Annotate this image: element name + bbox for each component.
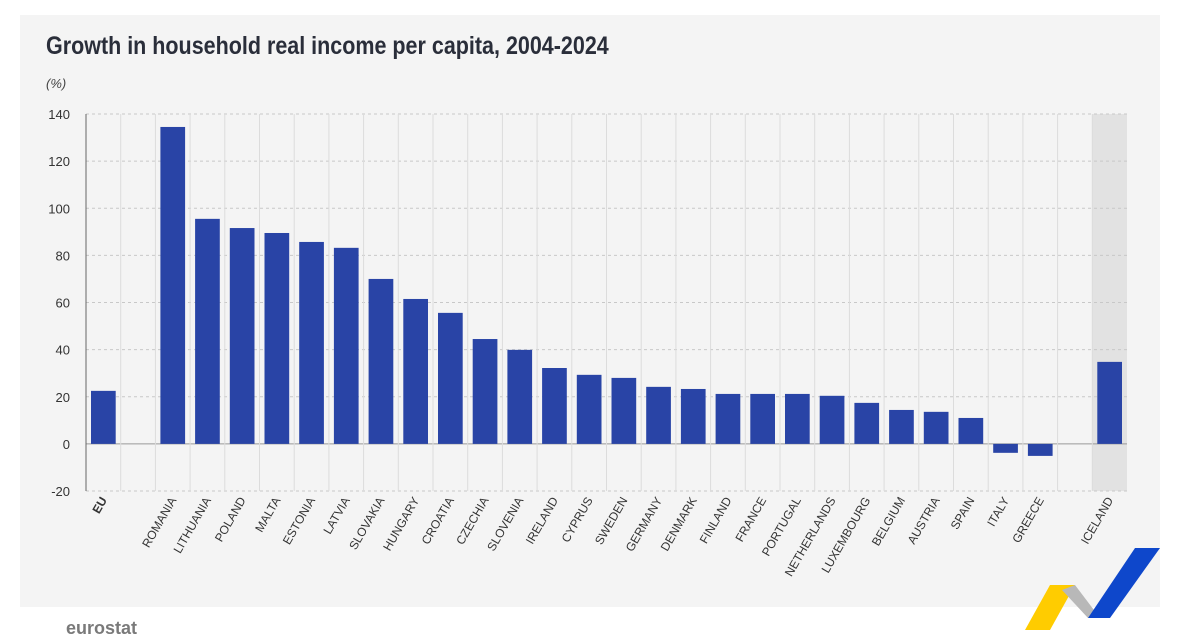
logo-stripe-yellow	[1025, 585, 1075, 630]
y-tick-label: 140	[48, 107, 70, 122]
x-tick-label: ITALY	[984, 495, 1012, 529]
logo-stripe-gray	[1062, 585, 1100, 618]
y-tick-label: 100	[48, 201, 70, 216]
bar-slovenia	[507, 349, 533, 444]
bar-cyprus	[576, 374, 602, 444]
x-tick-label: CZECHIA	[453, 495, 491, 548]
x-tick-label: AUSTRIA	[905, 495, 943, 547]
eurostat-logo: eurostat	[66, 618, 138, 638]
bar-croatia	[438, 312, 463, 444]
bar-ireland	[542, 368, 567, 444]
bar-latvia	[333, 247, 359, 444]
x-tick-label: HUNGARY	[380, 495, 422, 554]
bar-finland	[715, 393, 741, 444]
x-tick-label: ROMANIA	[139, 495, 179, 551]
y-tick-label: 20	[56, 390, 70, 405]
x-tick-label: IRELAND	[523, 494, 561, 546]
x-tick-label: MALTA	[252, 495, 283, 535]
x-tick-label: FRANCE	[732, 495, 769, 545]
y-tick-label: 120	[48, 154, 70, 169]
y-tick-label: -20	[51, 484, 70, 499]
bar-hungary	[403, 298, 428, 444]
bar-luxembourg	[854, 402, 880, 444]
bar-greece	[1027, 443, 1053, 456]
x-tick-label: BELGIUM	[869, 495, 908, 549]
bar-portugal	[785, 393, 810, 444]
bar-czechia	[472, 339, 498, 444]
bar-estonia	[299, 241, 324, 444]
x-tick-label: POLAND	[212, 494, 249, 544]
bar-slovakia	[368, 278, 394, 444]
y-tick-label: 60	[56, 296, 70, 311]
bar-sweden	[611, 377, 637, 444]
x-tick-label: EU	[89, 495, 109, 516]
bar-malta	[264, 232, 290, 444]
bar-belgium	[889, 409, 914, 444]
bar-eu	[91, 390, 116, 444]
chart-title: Growth in household real income per capi…	[46, 32, 609, 60]
x-tick-label: CROATIA	[419, 495, 457, 547]
y-tick-label: 80	[56, 248, 70, 263]
x-tick-label: SWEDEN	[592, 495, 630, 548]
x-tick-label: GREECE	[1009, 495, 1046, 546]
bar-lithuania	[195, 218, 220, 444]
bar-austria	[923, 411, 949, 444]
bar-germany	[646, 386, 671, 444]
x-tick-label: ESTONIA	[280, 495, 318, 547]
bar-netherlands	[819, 395, 845, 444]
x-tick-label: SPAIN	[948, 495, 978, 532]
unit-label: (%)	[46, 76, 67, 91]
bar-denmark	[680, 388, 706, 444]
bar-poland	[229, 228, 255, 444]
x-tick-label: ICELAND	[1078, 494, 1116, 546]
logo-stripe-blue	[1088, 548, 1160, 618]
bar-italy	[993, 443, 1018, 453]
bar-spain	[958, 417, 984, 444]
bar-iceland	[1097, 361, 1122, 444]
x-tick-label: FINLAND	[697, 494, 735, 546]
x-tick-label: LATVIA	[320, 495, 352, 537]
bar-romania	[160, 126, 186, 444]
bar-france	[750, 393, 775, 444]
y-tick-label: 40	[56, 343, 70, 358]
x-tick-label: CYPRUS	[559, 495, 596, 545]
y-tick-label: 0	[63, 437, 70, 452]
